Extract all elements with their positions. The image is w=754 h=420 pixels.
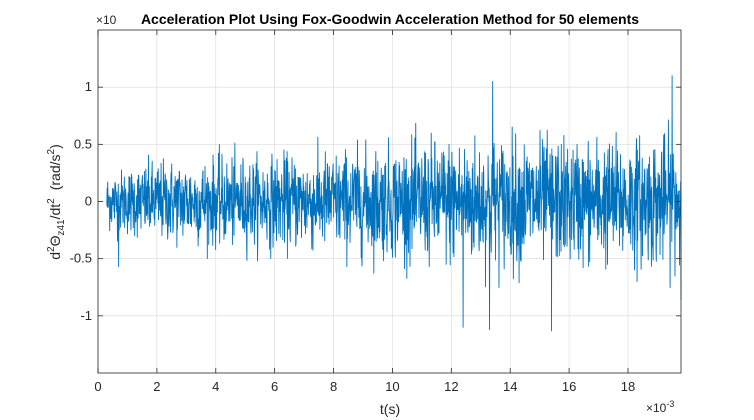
y-axis-ticks: -1 -0.5 0 0.5 1	[70, 79, 681, 323]
x-multiplier-text: ×10	[646, 401, 667, 415]
acceleration-series-line	[106, 75, 682, 332]
x-tick-label: 16	[562, 379, 576, 394]
x-tick-label: 6	[271, 379, 278, 394]
y-label-slash: /dt	[47, 204, 63, 220]
x-tick-label: 12	[444, 379, 458, 394]
x-axis-label: t(s)	[380, 401, 400, 417]
y-axis-label: d2Θz41/dt2(rad/s2)	[46, 144, 67, 260]
x-axis-ticks: 0 2 4 6 8 10 12 14 16 18	[94, 30, 635, 394]
y-tick-label: 0.5	[74, 136, 92, 151]
x-tick-label: 8	[330, 379, 337, 394]
y-label-d: d	[47, 252, 63, 260]
x-tick-label: 18	[621, 379, 635, 394]
x-tick-label: 4	[212, 379, 219, 394]
y-label-units-close: )	[47, 144, 63, 149]
y-label-theta: Θ	[47, 235, 63, 246]
x-tick-label: 14	[503, 379, 517, 394]
x-tick-label: 10	[385, 379, 399, 394]
x-tick-label: 0	[94, 379, 101, 394]
y-tick-label: 0	[85, 194, 92, 209]
y-tick-label: -0.5	[70, 251, 92, 266]
x-tick-label: 2	[153, 379, 160, 394]
chart-title: Acceleration Plot Using Fox-Goodwin Acce…	[141, 11, 639, 27]
y-label-sup3: 2	[46, 148, 57, 154]
y-multiplier-text: ×10	[96, 13, 117, 27]
y-tick-label: 1	[85, 79, 92, 94]
y-label-sup1: 2	[46, 246, 57, 252]
series-group	[106, 75, 682, 332]
x-axis-multiplier: ×10-3	[646, 399, 674, 415]
y-tick-label: -1	[80, 308, 92, 323]
y-label-sub: z41	[56, 219, 67, 236]
y-label-units-open: (rad/s	[47, 154, 63, 190]
y-label-sup2: 2	[46, 198, 57, 204]
y-axis-multiplier: ×10	[96, 13, 117, 27]
x-exponent-text: -3	[666, 399, 674, 409]
